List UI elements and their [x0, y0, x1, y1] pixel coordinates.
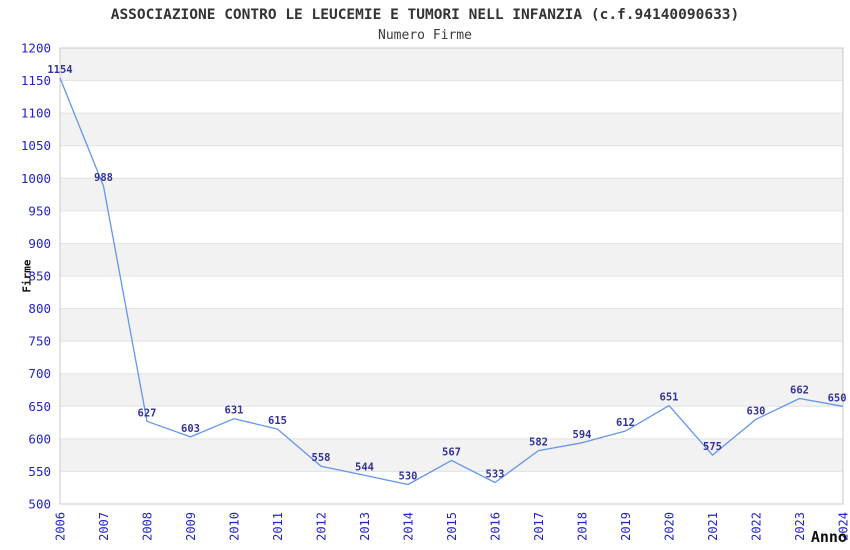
x-tick-label: 2008 — [141, 512, 155, 541]
data-label: 612 — [616, 417, 635, 429]
data-label: 650 — [828, 392, 847, 404]
data-label: 651 — [660, 392, 679, 404]
y-tick-label: 650 — [28, 399, 51, 414]
y-tick-label: 600 — [28, 431, 51, 446]
data-label: 631 — [225, 405, 244, 417]
x-tick-label: 2023 — [793, 512, 807, 541]
plot-band — [60, 243, 843, 276]
x-tick-label: 2013 — [358, 512, 372, 541]
data-label: 630 — [747, 405, 766, 417]
data-label: 530 — [399, 471, 418, 483]
y-tick-label: 850 — [28, 269, 51, 284]
data-label: 662 — [790, 385, 809, 397]
x-tick-label: 2006 — [54, 512, 68, 541]
data-label: 575 — [703, 441, 722, 453]
plot-band — [60, 48, 843, 81]
data-label: 627 — [138, 407, 157, 419]
y-tick-label: 700 — [28, 366, 51, 381]
y-tick-label: 1050 — [21, 138, 51, 153]
chart-subtitle: Numero Firme — [378, 28, 472, 43]
x-tick-label: 2017 — [532, 512, 546, 541]
y-tick-label: 1100 — [21, 106, 51, 121]
y-tick-label: 1150 — [21, 73, 51, 88]
x-tick-label: 2022 — [750, 512, 764, 541]
x-tick-label: 2020 — [663, 512, 677, 541]
x-tick-label: 2016 — [489, 512, 503, 541]
x-tick-label: 2024 — [837, 512, 850, 541]
plot-band — [60, 113, 843, 146]
plot-band — [60, 373, 843, 407]
x-tick-label: 2018 — [576, 512, 590, 541]
y-tick-label: 800 — [28, 301, 51, 316]
y-tick-label: 750 — [28, 334, 51, 349]
y-axis-title: Firme — [20, 259, 34, 293]
y-tick-label: 1000 — [21, 171, 51, 186]
data-label: 544 — [355, 461, 374, 473]
data-label: 582 — [529, 437, 548, 449]
y-tick-label: 950 — [28, 203, 51, 218]
data-label: 533 — [486, 469, 505, 481]
x-tick-label: 2014 — [402, 512, 416, 541]
data-label: 1154 — [47, 64, 72, 76]
data-label: 594 — [573, 429, 592, 441]
plot-border — [59, 47, 844, 505]
data-label: 558 — [312, 452, 331, 464]
x-tick-label: 2009 — [184, 512, 198, 541]
y-tick-label: 550 — [28, 464, 51, 479]
data-label: 988 — [94, 172, 113, 184]
chart-title: ASSOCIAZIONE CONTRO LE LEUCEMIE E TUMORI… — [110, 7, 740, 23]
x-tick-label: 2021 — [706, 512, 720, 541]
y-tick-label: 1200 — [21, 41, 51, 56]
plot-band — [60, 308, 843, 342]
data-label: 567 — [442, 446, 461, 458]
x-tick-label: 2007 — [97, 512, 111, 541]
y-tick-label: 900 — [28, 236, 51, 251]
x-tick-label: 2019 — [619, 512, 633, 541]
x-tick-label: 2011 — [271, 512, 285, 541]
y-tick-label: 500 — [28, 497, 51, 512]
x-axis-title: Anno — [810, 528, 847, 546]
data-label: 615 — [268, 415, 287, 427]
x-tick-label: 2012 — [315, 512, 329, 541]
series-line — [59, 77, 844, 486]
data-label: 603 — [181, 423, 200, 435]
plot-band — [60, 178, 843, 211]
x-tick-label: 2010 — [228, 512, 242, 541]
x-tick-label: 2015 — [445, 512, 459, 541]
